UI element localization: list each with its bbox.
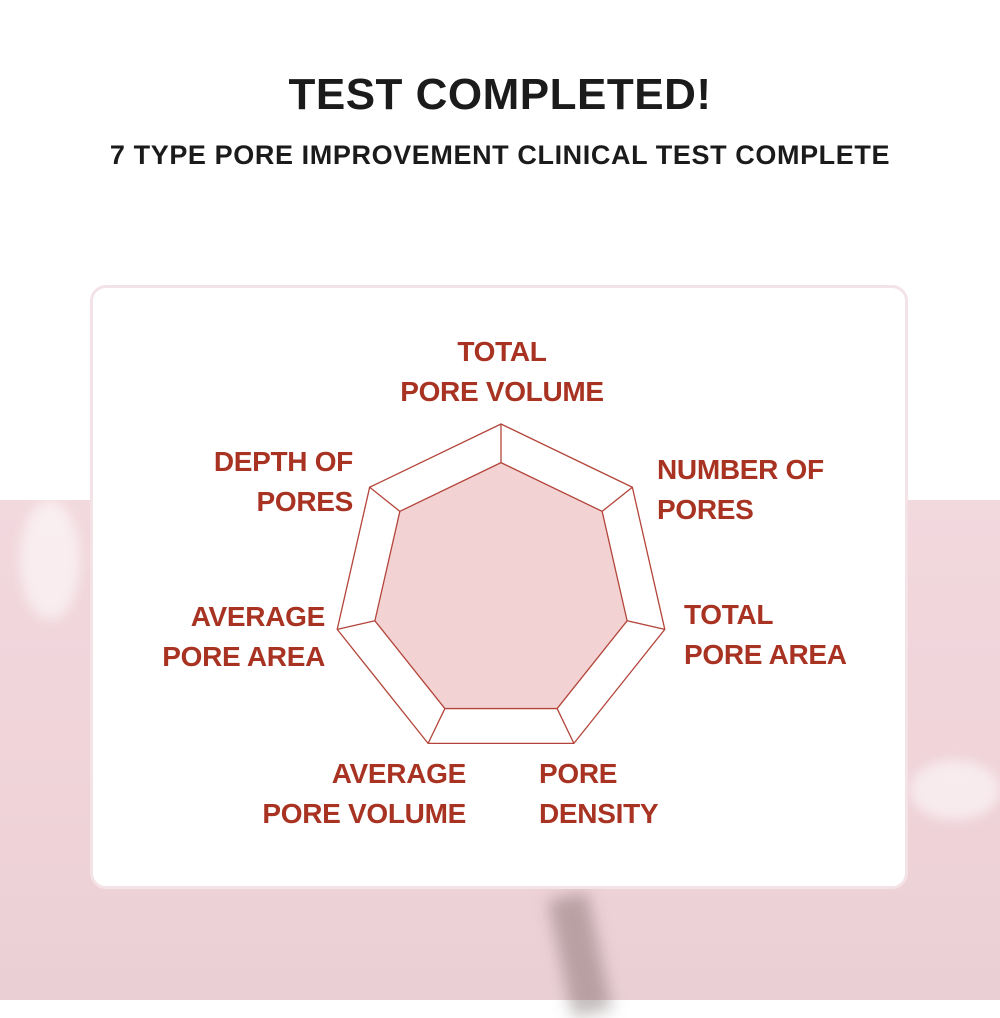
axis-label-average-pore-volume: AVERAGEPORE VOLUME [200,754,466,834]
axis-label-total-pore-volume: TOTALPORE VOLUME [385,332,619,412]
axis-label-average-pore-area: AVERAGEPORE AREA [100,597,325,677]
axis-label-pore-density: POREDENSITY [539,754,658,834]
axis-label-depth-of-pores: DEPTH OFPORES [150,442,353,522]
axis-label-total-pore-area: TOTALPORE AREA [684,595,847,675]
axis-label-number-of-pores: NUMBER OFPORES [657,450,824,530]
